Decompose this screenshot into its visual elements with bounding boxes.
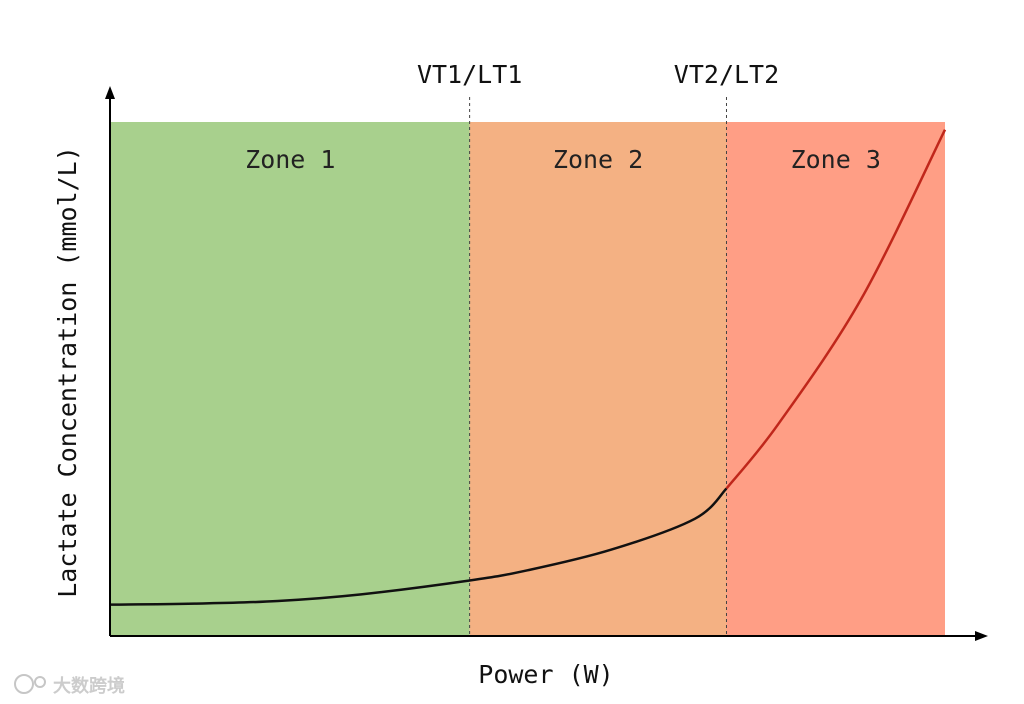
zone-2-band <box>469 122 727 636</box>
lactate-curve-high <box>725 129 947 490</box>
x-axis-arrow-icon <box>975 631 988 641</box>
y-axis-arrow-icon <box>105 86 115 99</box>
threshold-lines: VT1/LT1 VT2/LT2 <box>417 60 779 636</box>
watermark-logo-icon <box>14 674 34 694</box>
zone-2-label: Zone 2 <box>553 145 643 174</box>
threshold-2-label: VT2/LT2 <box>674 60 779 89</box>
zone-1-label: Zone 1 <box>245 145 335 174</box>
zone-3-label: Zone 3 <box>791 145 881 174</box>
watermark-text: 大数跨境 <box>53 675 125 697</box>
lactate-curve-low <box>110 487 728 606</box>
zone-1-band <box>111 122 470 636</box>
watermark-logo-dot-icon <box>34 676 46 688</box>
watermark: 大数跨境 <box>14 674 125 697</box>
x-axis-label: Power (W) <box>478 660 613 689</box>
y-axis-label: Lactate Concentration (mmol/L) <box>53 146 82 598</box>
lactate-curve <box>110 129 947 606</box>
threshold-1-label: VT1/LT1 <box>417 60 522 89</box>
axes <box>105 86 988 641</box>
zone-backgrounds: Zone 1 Zone 2 Zone 3 <box>111 122 945 636</box>
